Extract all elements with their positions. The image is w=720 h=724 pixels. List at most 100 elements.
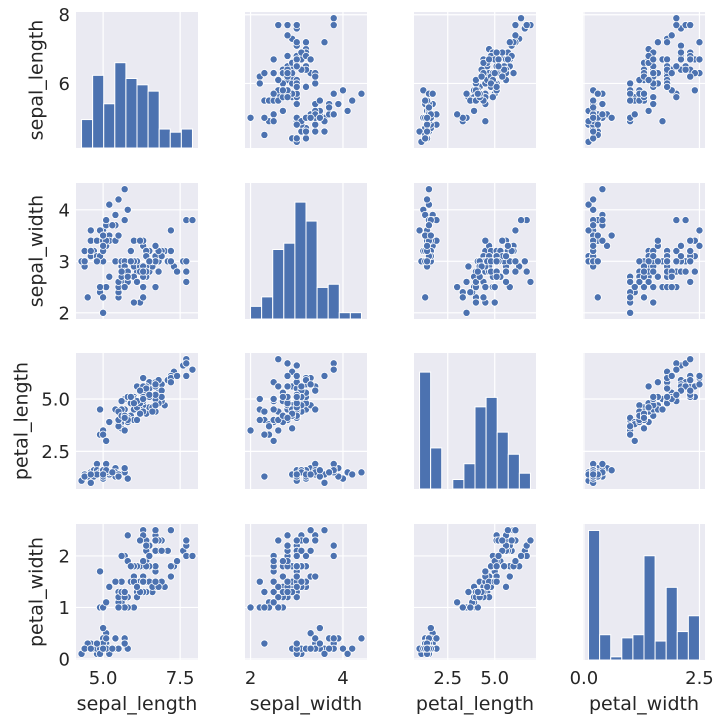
scatter-point	[511, 557, 520, 566]
scatter-point	[357, 468, 366, 477]
panel-sepal_length-vs-petal_width	[583, 12, 705, 148]
panel-petal_width-vs-petal_width	[583, 524, 705, 661]
scatter-point	[626, 96, 635, 105]
scatter-point	[269, 588, 278, 597]
scatter-point	[320, 38, 329, 47]
scatter-point	[301, 127, 310, 136]
scatter-point	[494, 55, 503, 64]
scatter-point	[663, 55, 672, 64]
scatter-point	[111, 577, 120, 586]
scatter-point	[630, 110, 639, 119]
scatter-point	[348, 644, 357, 653]
scatter-point	[593, 293, 602, 302]
scatter-point	[102, 634, 111, 643]
scatter-point	[297, 382, 306, 391]
scatter-point	[644, 257, 653, 266]
scatter-point	[686, 277, 695, 286]
scatter-point	[123, 474, 132, 483]
scatter-point	[507, 536, 516, 545]
scatter-point	[453, 598, 462, 607]
scatter-point	[274, 76, 283, 85]
scatter-point	[274, 382, 283, 391]
histogram-bar	[507, 453, 520, 490]
scatter-point	[136, 536, 145, 545]
scatter-point	[589, 96, 598, 105]
scatter-point	[598, 110, 607, 119]
scatter-point	[166, 378, 175, 387]
scatter-point	[80, 257, 89, 266]
scatter-point	[283, 413, 292, 422]
scatter-point	[306, 526, 315, 535]
histogram-bar	[643, 555, 656, 661]
scatter-point	[488, 93, 497, 102]
scatter-point	[120, 426, 129, 435]
histogram-bar	[474, 406, 487, 490]
scatter-point	[458, 603, 467, 612]
scatter-point	[505, 38, 514, 47]
scatter-point	[490, 298, 499, 307]
scatter-point	[511, 526, 520, 535]
scatter-point	[274, 593, 283, 602]
scatter-point	[517, 14, 526, 23]
scatter-point	[306, 113, 315, 122]
scatter-point	[471, 298, 480, 307]
histogram-bar	[676, 631, 689, 661]
scatter-point	[126, 246, 135, 255]
scatter-point	[108, 468, 117, 477]
scatter-point	[269, 557, 278, 566]
scatter-point	[320, 649, 329, 658]
scatter-point	[173, 267, 182, 276]
scatter-point	[676, 55, 685, 64]
scatter-point	[151, 401, 160, 410]
scatter-point	[260, 130, 269, 139]
scatter-point	[145, 551, 154, 560]
y-tick-label: 2	[59, 546, 70, 567]
scatter-point	[269, 110, 278, 119]
scatter-point	[695, 371, 704, 380]
scatter-point	[86, 478, 95, 487]
scatter-point	[269, 117, 278, 126]
scatter-point	[481, 117, 490, 126]
scatter-point	[117, 267, 126, 276]
scatter-point	[663, 82, 672, 91]
scatter-point	[503, 55, 512, 64]
scatter-point	[315, 96, 324, 105]
scatter-point	[260, 588, 269, 597]
scatter-point	[166, 226, 175, 235]
scatter-point	[246, 603, 255, 612]
scatter-point	[458, 293, 467, 302]
scatter-point	[166, 572, 175, 581]
scatter-point	[626, 422, 635, 431]
scatter-point	[626, 277, 635, 286]
x-tick-label: 5.0	[480, 668, 509, 689]
scatter-point	[695, 380, 704, 389]
x-axis-label: sepal_length	[77, 693, 198, 715]
histogram-bar	[261, 296, 274, 320]
scatter-point	[663, 38, 672, 47]
scatter-point	[589, 103, 598, 112]
scatter-point	[315, 466, 324, 475]
scatter-point	[306, 470, 315, 479]
scatter-point	[108, 644, 117, 653]
scatter-point	[126, 257, 135, 266]
scatter-point	[672, 246, 681, 255]
scatter-point	[166, 257, 175, 266]
y-tick-label: 0	[59, 649, 70, 670]
scatter-point	[145, 257, 154, 266]
scatter-point	[105, 418, 114, 427]
scatter-point	[132, 415, 141, 424]
scatter-point	[92, 257, 101, 266]
scatter-point	[672, 365, 681, 374]
scatter-point	[117, 551, 126, 560]
scatter-point	[182, 267, 191, 276]
scatter-point	[292, 55, 301, 64]
scatter-point	[260, 69, 269, 78]
histogram-bar	[147, 90, 160, 149]
histogram-bar	[496, 431, 509, 490]
scatter-point	[105, 582, 114, 591]
scatter-point	[274, 536, 283, 545]
scatter-point	[663, 384, 672, 393]
panel-petal_length-vs-sepal_length	[76, 353, 198, 489]
scatter-point	[466, 603, 475, 612]
scatter-point	[589, 205, 598, 214]
